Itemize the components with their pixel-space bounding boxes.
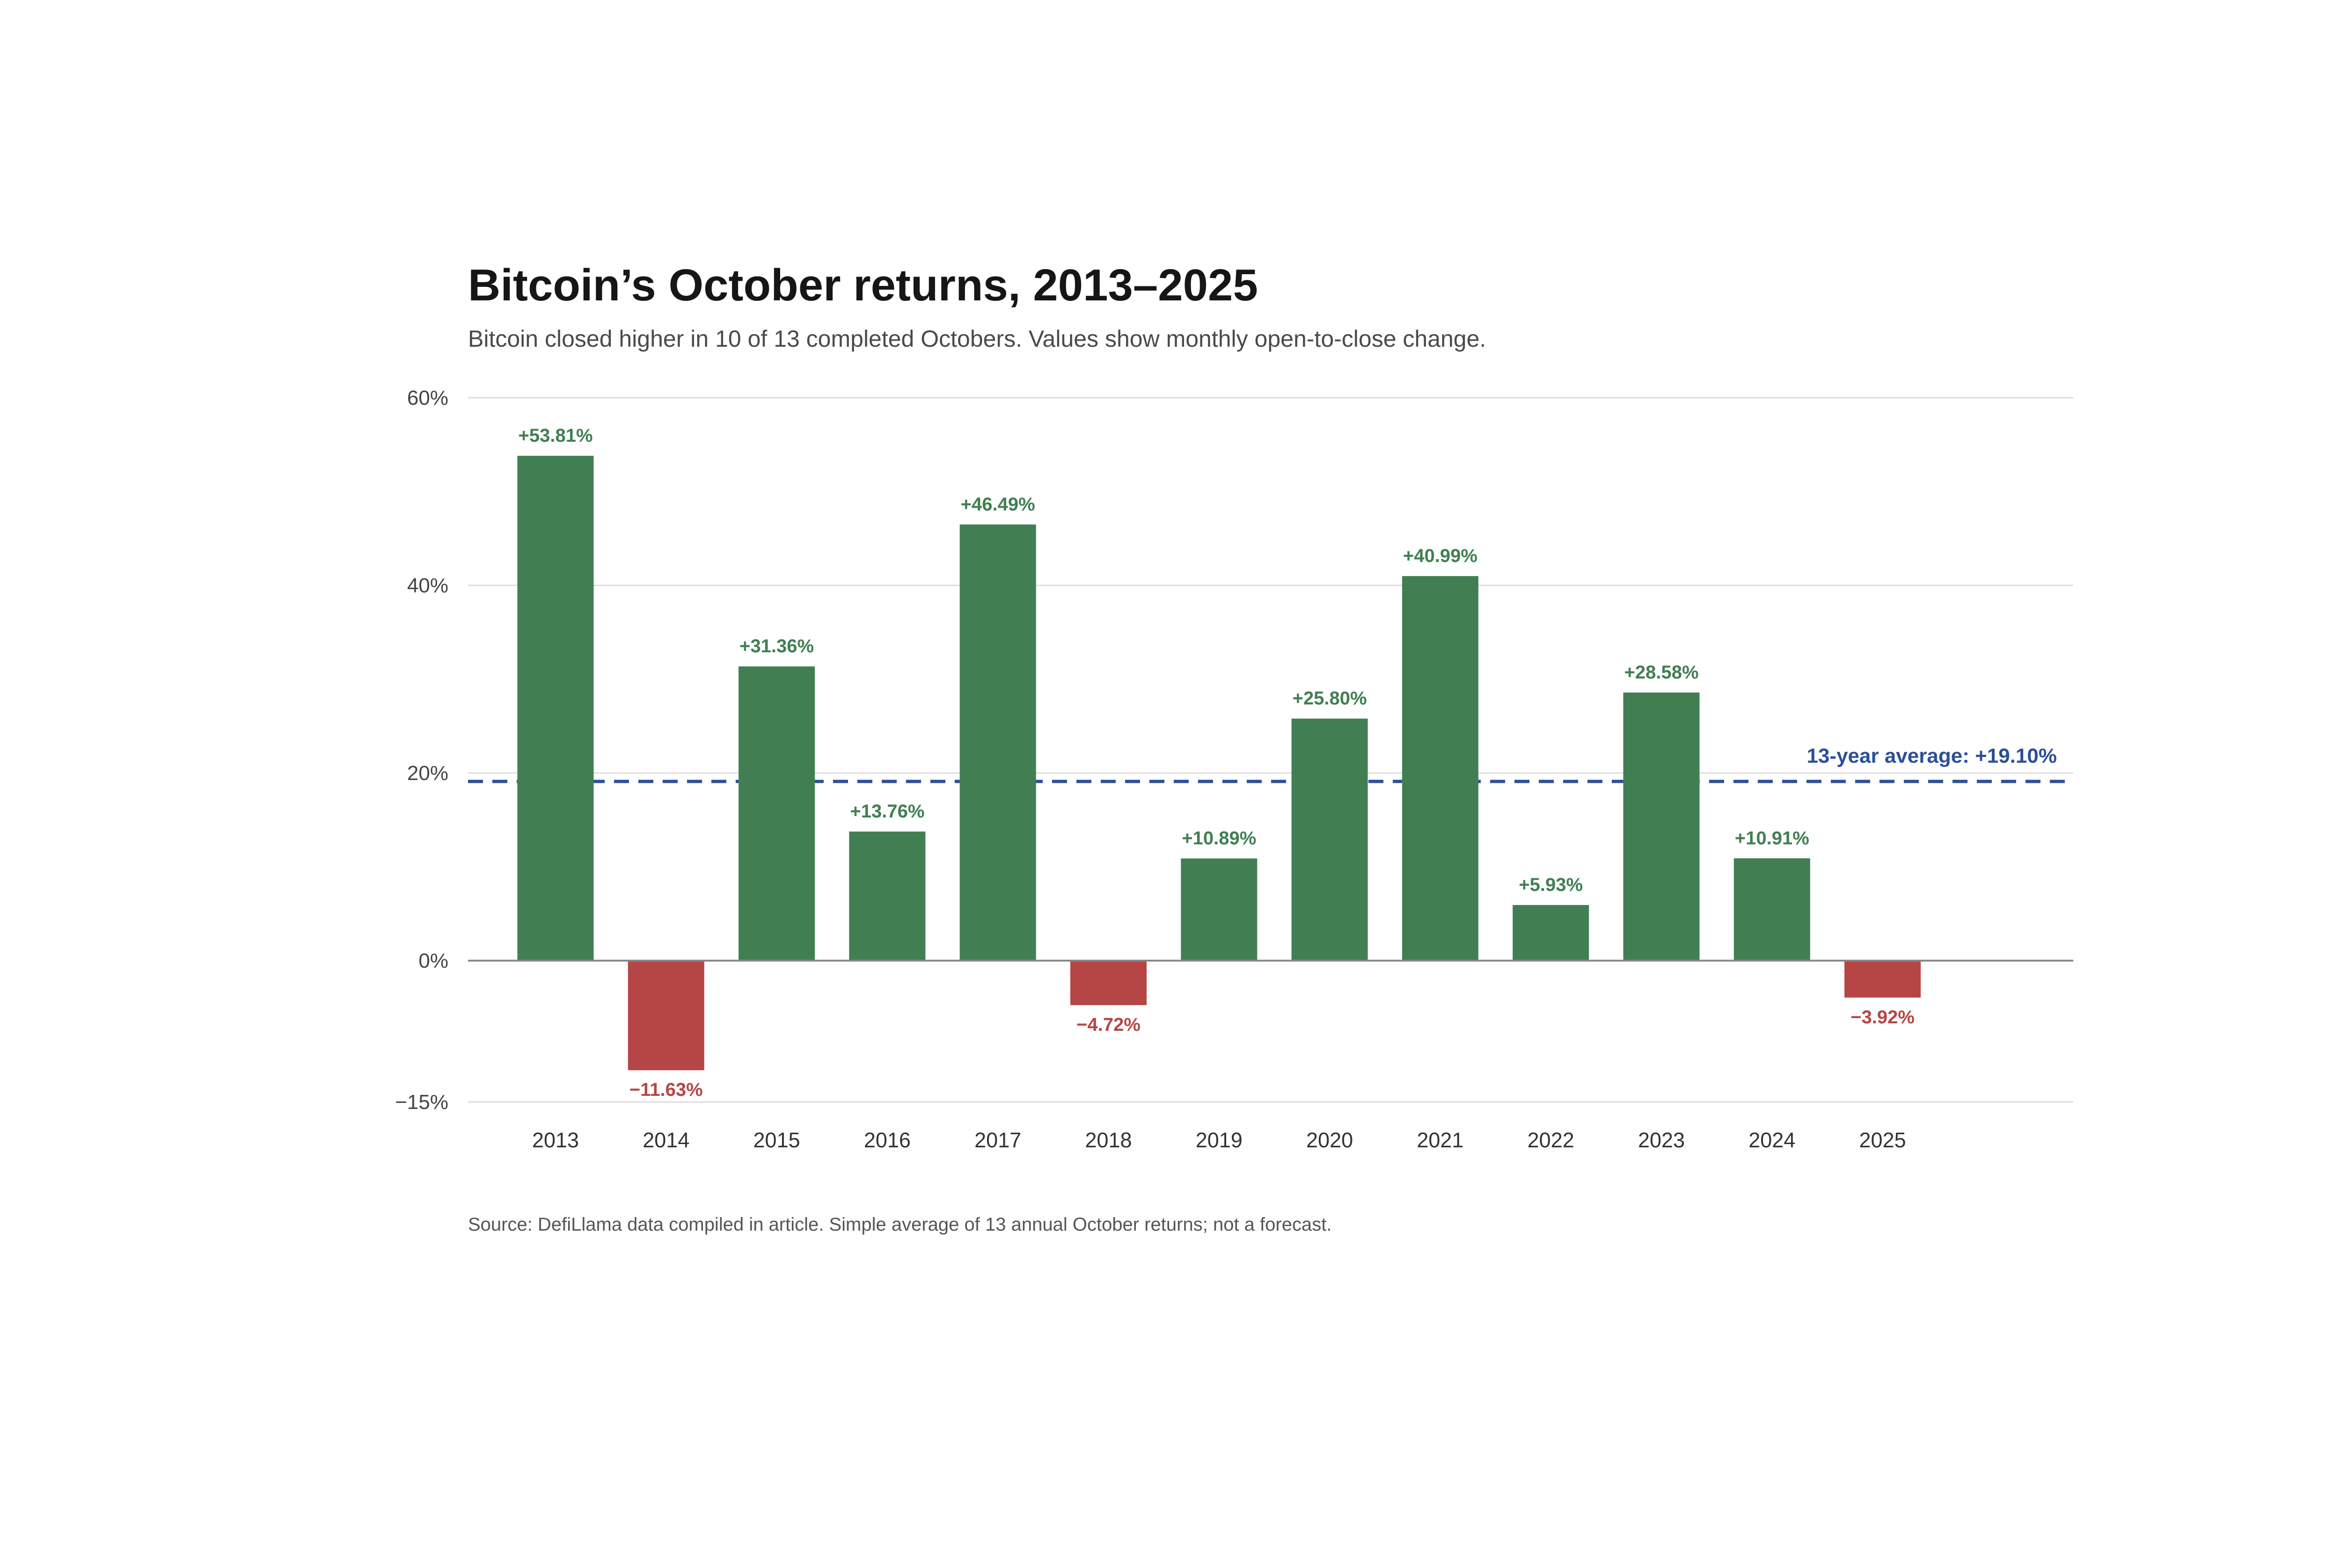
x-tick-label: 2023 [1638, 1128, 1685, 1152]
x-tick-label: 2022 [1528, 1128, 1574, 1152]
x-tick-label: 2019 [1196, 1128, 1243, 1152]
x-tick-label: 2025 [1859, 1128, 1906, 1152]
data-label: +13.76% [850, 801, 924, 822]
data-labels: +53.81% −11.63% +31.36% +13.76% +46.49% −4.72… [518, 425, 1915, 1100]
x-tick-label: 2021 [1417, 1128, 1463, 1152]
bar [517, 456, 594, 961]
bar [739, 666, 815, 961]
data-label: +46.49% [961, 494, 1035, 515]
bar [1733, 858, 1810, 961]
data-label: +10.91% [1735, 828, 1809, 848]
y-tick-label: −15% [395, 1091, 448, 1114]
data-label: −3.92% [1850, 1007, 1915, 1028]
chart-title: Bitcoin’s October returns, 2013–2025 [468, 260, 1258, 310]
axis-ticks: 60% 40% 20% 0% −15% 2013 2014 2015 2016 2017 2018 2… [395, 387, 2073, 1152]
data-label: +53.81% [518, 425, 592, 446]
x-tick-label: 2017 [974, 1128, 1021, 1152]
bar [959, 524, 1036, 961]
x-tick-label: 2024 [1748, 1128, 1795, 1152]
bar [1844, 961, 1921, 998]
y-tick-label: 0% [418, 949, 448, 972]
data-label: +31.36% [739, 636, 814, 656]
data-label: +40.99% [1403, 546, 1477, 566]
y-tick-label: 40% [407, 574, 448, 597]
data-label: +28.58% [1624, 662, 1698, 683]
x-tick-label: 2014 [643, 1128, 689, 1152]
bar [1402, 576, 1478, 961]
average-line-group: 13-year average: +19.10% [468, 744, 2073, 783]
bar [1070, 961, 1147, 1006]
chart-subtitle: Bitcoin closed higher in 10 of 13 comple… [468, 326, 1486, 352]
x-tick-label: 2015 [753, 1128, 800, 1152]
data-label: +5.93% [1519, 875, 1583, 895]
bar [1513, 905, 1589, 961]
y-tick-label: 60% [407, 387, 448, 409]
source-note: Source: DefiLlama data compiled in artic… [468, 1214, 1332, 1235]
bar [1623, 692, 1700, 961]
data-label: −11.63% [629, 1079, 703, 1100]
bars [517, 456, 1921, 1071]
average-label: 13-year average: +19.10% [1806, 744, 2057, 767]
bar [1181, 858, 1258, 961]
x-tick-label: 2013 [532, 1128, 579, 1152]
bar [628, 961, 704, 1071]
data-label: −4.72% [1076, 1014, 1141, 1035]
x-tick-label: 2018 [1085, 1128, 1132, 1152]
bar [1291, 718, 1368, 961]
x-tick-label: 2016 [864, 1128, 911, 1152]
y-tick-label: 20% [407, 762, 448, 785]
grid-lines [468, 397, 2073, 1103]
bar [849, 831, 926, 961]
data-label: +10.89% [1182, 828, 1256, 849]
data-label: +25.80% [1293, 688, 1367, 709]
x-tick-label: 2020 [1306, 1128, 1353, 1152]
